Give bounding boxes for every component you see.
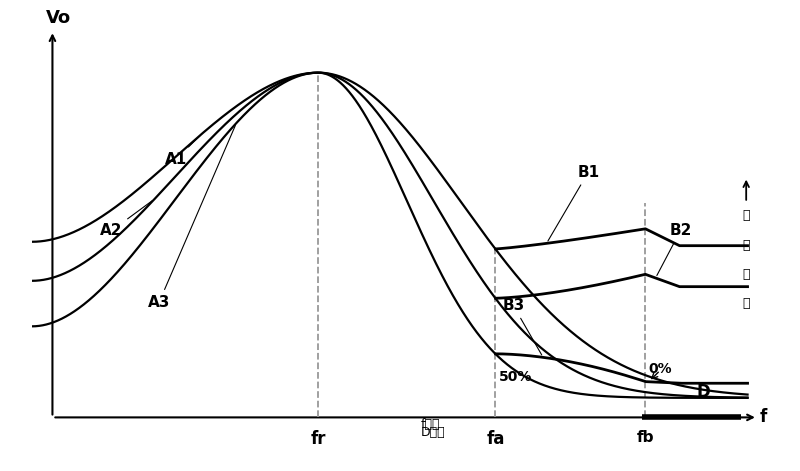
- Text: 0%: 0%: [649, 362, 672, 375]
- Text: 径: 径: [742, 297, 750, 310]
- Text: 减: 减: [742, 268, 750, 281]
- Text: 负: 负: [742, 209, 750, 222]
- Text: B3: B3: [502, 298, 542, 355]
- Text: A2: A2: [100, 201, 153, 238]
- Text: B2: B2: [657, 223, 691, 276]
- Text: fb: fb: [637, 430, 654, 446]
- Text: fa: fa: [486, 430, 505, 448]
- Text: B1: B1: [548, 165, 599, 241]
- Text: f增加: f增加: [421, 418, 440, 431]
- Text: f: f: [760, 408, 767, 426]
- Text: D减小: D减小: [421, 426, 445, 439]
- Text: A1: A1: [165, 135, 200, 167]
- Text: D: D: [696, 383, 710, 401]
- Text: 50%: 50%: [499, 370, 532, 384]
- Text: 载: 载: [742, 238, 750, 252]
- Text: Vo: Vo: [46, 9, 70, 27]
- Text: A3: A3: [148, 125, 235, 310]
- Text: fr: fr: [310, 430, 326, 448]
